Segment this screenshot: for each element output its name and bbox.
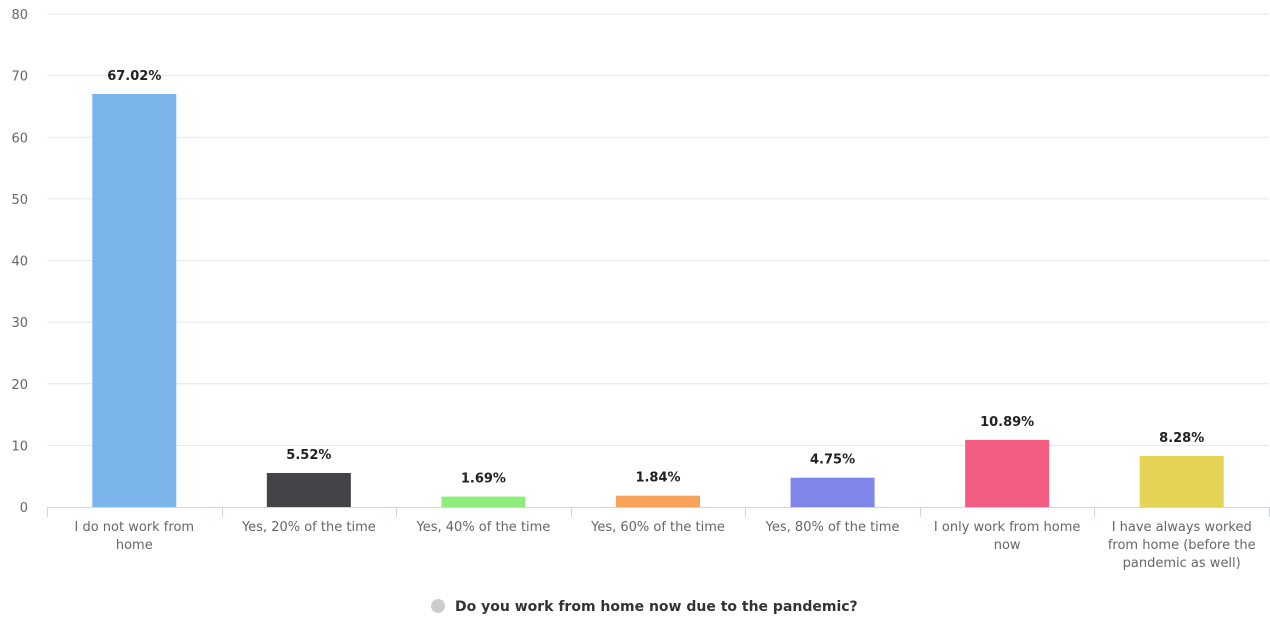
x-tick-label-line: I do not work from bbox=[74, 520, 194, 535]
x-tick-label: Yes, 40% of the time bbox=[416, 520, 551, 535]
data-label: 1.69% bbox=[461, 472, 506, 487]
x-tick-label: Yes, 20% of the time bbox=[241, 520, 376, 535]
x-tick-label-line: Yes, 80% of the time bbox=[765, 520, 900, 535]
bar[interactable] bbox=[790, 477, 875, 507]
x-tick-label: I have always worked from home (before th… bbox=[1108, 520, 1256, 571]
legend[interactable]: Do you work from home now due to the pan… bbox=[431, 599, 858, 615]
bar[interactable] bbox=[266, 472, 351, 507]
y-tick-label: 0 bbox=[20, 501, 28, 516]
legend-label[interactable]: Do you work from home now due to the pan… bbox=[455, 599, 858, 615]
gridlines bbox=[47, 13, 1269, 446]
x-tick-label-line: Yes, 60% of the time bbox=[590, 520, 725, 535]
x-tick-label: I do not work from home bbox=[74, 520, 194, 553]
y-tick-label: 60 bbox=[11, 131, 28, 146]
x-tick-label-line: now bbox=[994, 538, 1021, 553]
y-tick-label: 80 bbox=[11, 8, 28, 23]
x-tick-label-line: home bbox=[116, 538, 153, 553]
data-label: 8.28% bbox=[1159, 431, 1204, 446]
x-tick-label-line: Yes, 40% of the time bbox=[416, 520, 551, 535]
x-tick-label-line: I only work from home bbox=[934, 520, 1080, 535]
y-tick-label: 70 bbox=[11, 70, 28, 85]
bar[interactable] bbox=[92, 93, 177, 507]
bar[interactable] bbox=[441, 496, 526, 507]
y-axis: 0 10 20 30 40 50 60 70 80 bbox=[11, 8, 28, 516]
data-label: 5.52% bbox=[286, 448, 331, 463]
x-tick-label-line: pandemic as well) bbox=[1123, 556, 1241, 571]
x-tick-label-line: Yes, 20% of the time bbox=[241, 520, 376, 535]
bar[interactable] bbox=[616, 495, 700, 507]
bars bbox=[92, 93, 1224, 507]
x-tick-label-line: I have always worked bbox=[1112, 520, 1252, 535]
x-tick-label: I only work from home now bbox=[934, 520, 1080, 553]
y-tick-label: 30 bbox=[11, 316, 28, 331]
y-tick-label: 10 bbox=[11, 439, 28, 454]
x-axis: I do not work from home Yes, 20% of the ti… bbox=[47, 507, 1270, 571]
bar[interactable] bbox=[965, 439, 1050, 507]
legend-marker-icon bbox=[431, 599, 445, 613]
data-label: 1.84% bbox=[635, 471, 680, 486]
data-label: 67.02% bbox=[107, 69, 161, 84]
y-tick-label: 40 bbox=[11, 255, 28, 270]
y-tick-label: 50 bbox=[11, 193, 28, 208]
x-tick-label: Yes, 80% of the time bbox=[765, 520, 900, 535]
x-tick-label-line: from home (before the bbox=[1108, 538, 1256, 553]
y-tick-label: 20 bbox=[11, 378, 28, 393]
data-label: 4.75% bbox=[810, 453, 855, 468]
data-labels: 67.02% 5.52% 1.69% 1.84% 4.75% 10.89% 8.28% bbox=[107, 69, 1204, 487]
data-label: 10.89% bbox=[980, 415, 1034, 430]
bar[interactable] bbox=[1139, 455, 1224, 507]
x-tick-label: Yes, 60% of the time bbox=[590, 520, 725, 535]
